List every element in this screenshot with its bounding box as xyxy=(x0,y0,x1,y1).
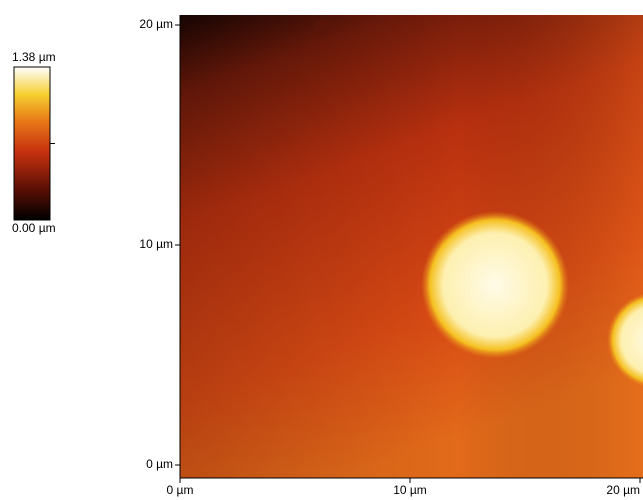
y-tick-label: 10 µm xyxy=(139,237,173,251)
y-tick-label: 0 µm xyxy=(146,457,173,471)
x-tick-label: 20 µm xyxy=(606,483,640,497)
x-tick-label: 10 µm xyxy=(393,483,427,497)
color-bar-label: 0.00 µm xyxy=(12,221,56,235)
color-bar xyxy=(13,66,51,221)
color-bar-label: 1.38 µm xyxy=(12,50,56,64)
afm-image xyxy=(180,15,643,478)
x-tick-label: 0 µm xyxy=(167,483,194,497)
y-tick-label: 20 µm xyxy=(139,17,173,31)
